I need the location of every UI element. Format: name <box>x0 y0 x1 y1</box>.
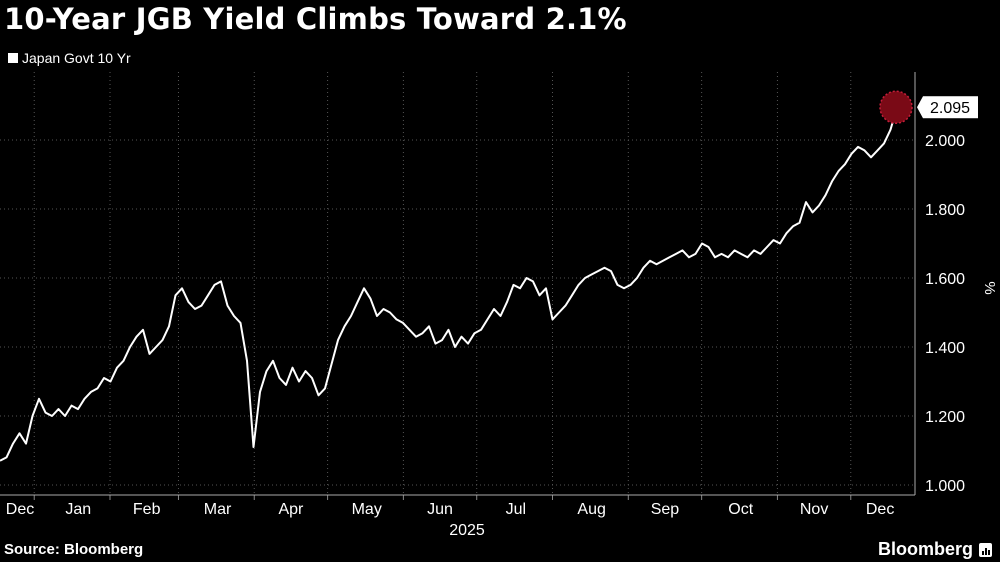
x-tick-label: Sep <box>651 501 680 518</box>
legend: Japan Govt 10 Yr <box>8 50 131 66</box>
x-tick-label: Dec <box>6 501 34 518</box>
y-tick-label: 1.400 <box>925 340 965 357</box>
x-tick-label: Feb <box>133 501 161 518</box>
y-tick-label: 1.800 <box>925 202 965 219</box>
y-tick-label: 2.000 <box>925 133 965 150</box>
y-tick-label: 1.200 <box>925 409 965 426</box>
chart-title: 10-Year JGB Yield Climbs Toward 2.1% <box>4 2 627 36</box>
x-tick-label: Aug <box>577 501 605 518</box>
last-value-marker <box>879 90 913 124</box>
x-tick-label: Oct <box>728 501 753 518</box>
brand: Bloomberg <box>878 539 992 560</box>
x-tick-label: Nov <box>800 501 828 518</box>
y-tick-label: 1.600 <box>925 271 965 288</box>
x-year-label: 2025 <box>449 522 485 539</box>
legend-swatch <box>8 53 18 63</box>
bloomberg-terminal-icon <box>979 542 992 557</box>
source-note: Source: Bloomberg <box>4 541 144 558</box>
x-tick-label: Jun <box>427 501 453 518</box>
x-tick-label: Apr <box>278 501 304 518</box>
x-tick-label: Dec <box>866 501 894 518</box>
y-tick-label: 1.000 <box>925 478 965 495</box>
last-value-label: 2.095 <box>930 100 970 117</box>
x-tick-label: Mar <box>204 501 232 518</box>
last-value-box <box>923 96 978 119</box>
y-axis-label: % <box>981 281 998 294</box>
brand-name: Bloomberg <box>877 539 973 559</box>
legend-label: Japan Govt 10 Yr <box>22 50 131 66</box>
x-tick-label: Jan <box>65 501 91 518</box>
series-line-japan-govt-10-yr <box>0 106 898 462</box>
last-value-pointer <box>917 96 923 119</box>
x-tick-label: May <box>352 501 382 518</box>
x-tick-label: Jul <box>506 501 526 518</box>
